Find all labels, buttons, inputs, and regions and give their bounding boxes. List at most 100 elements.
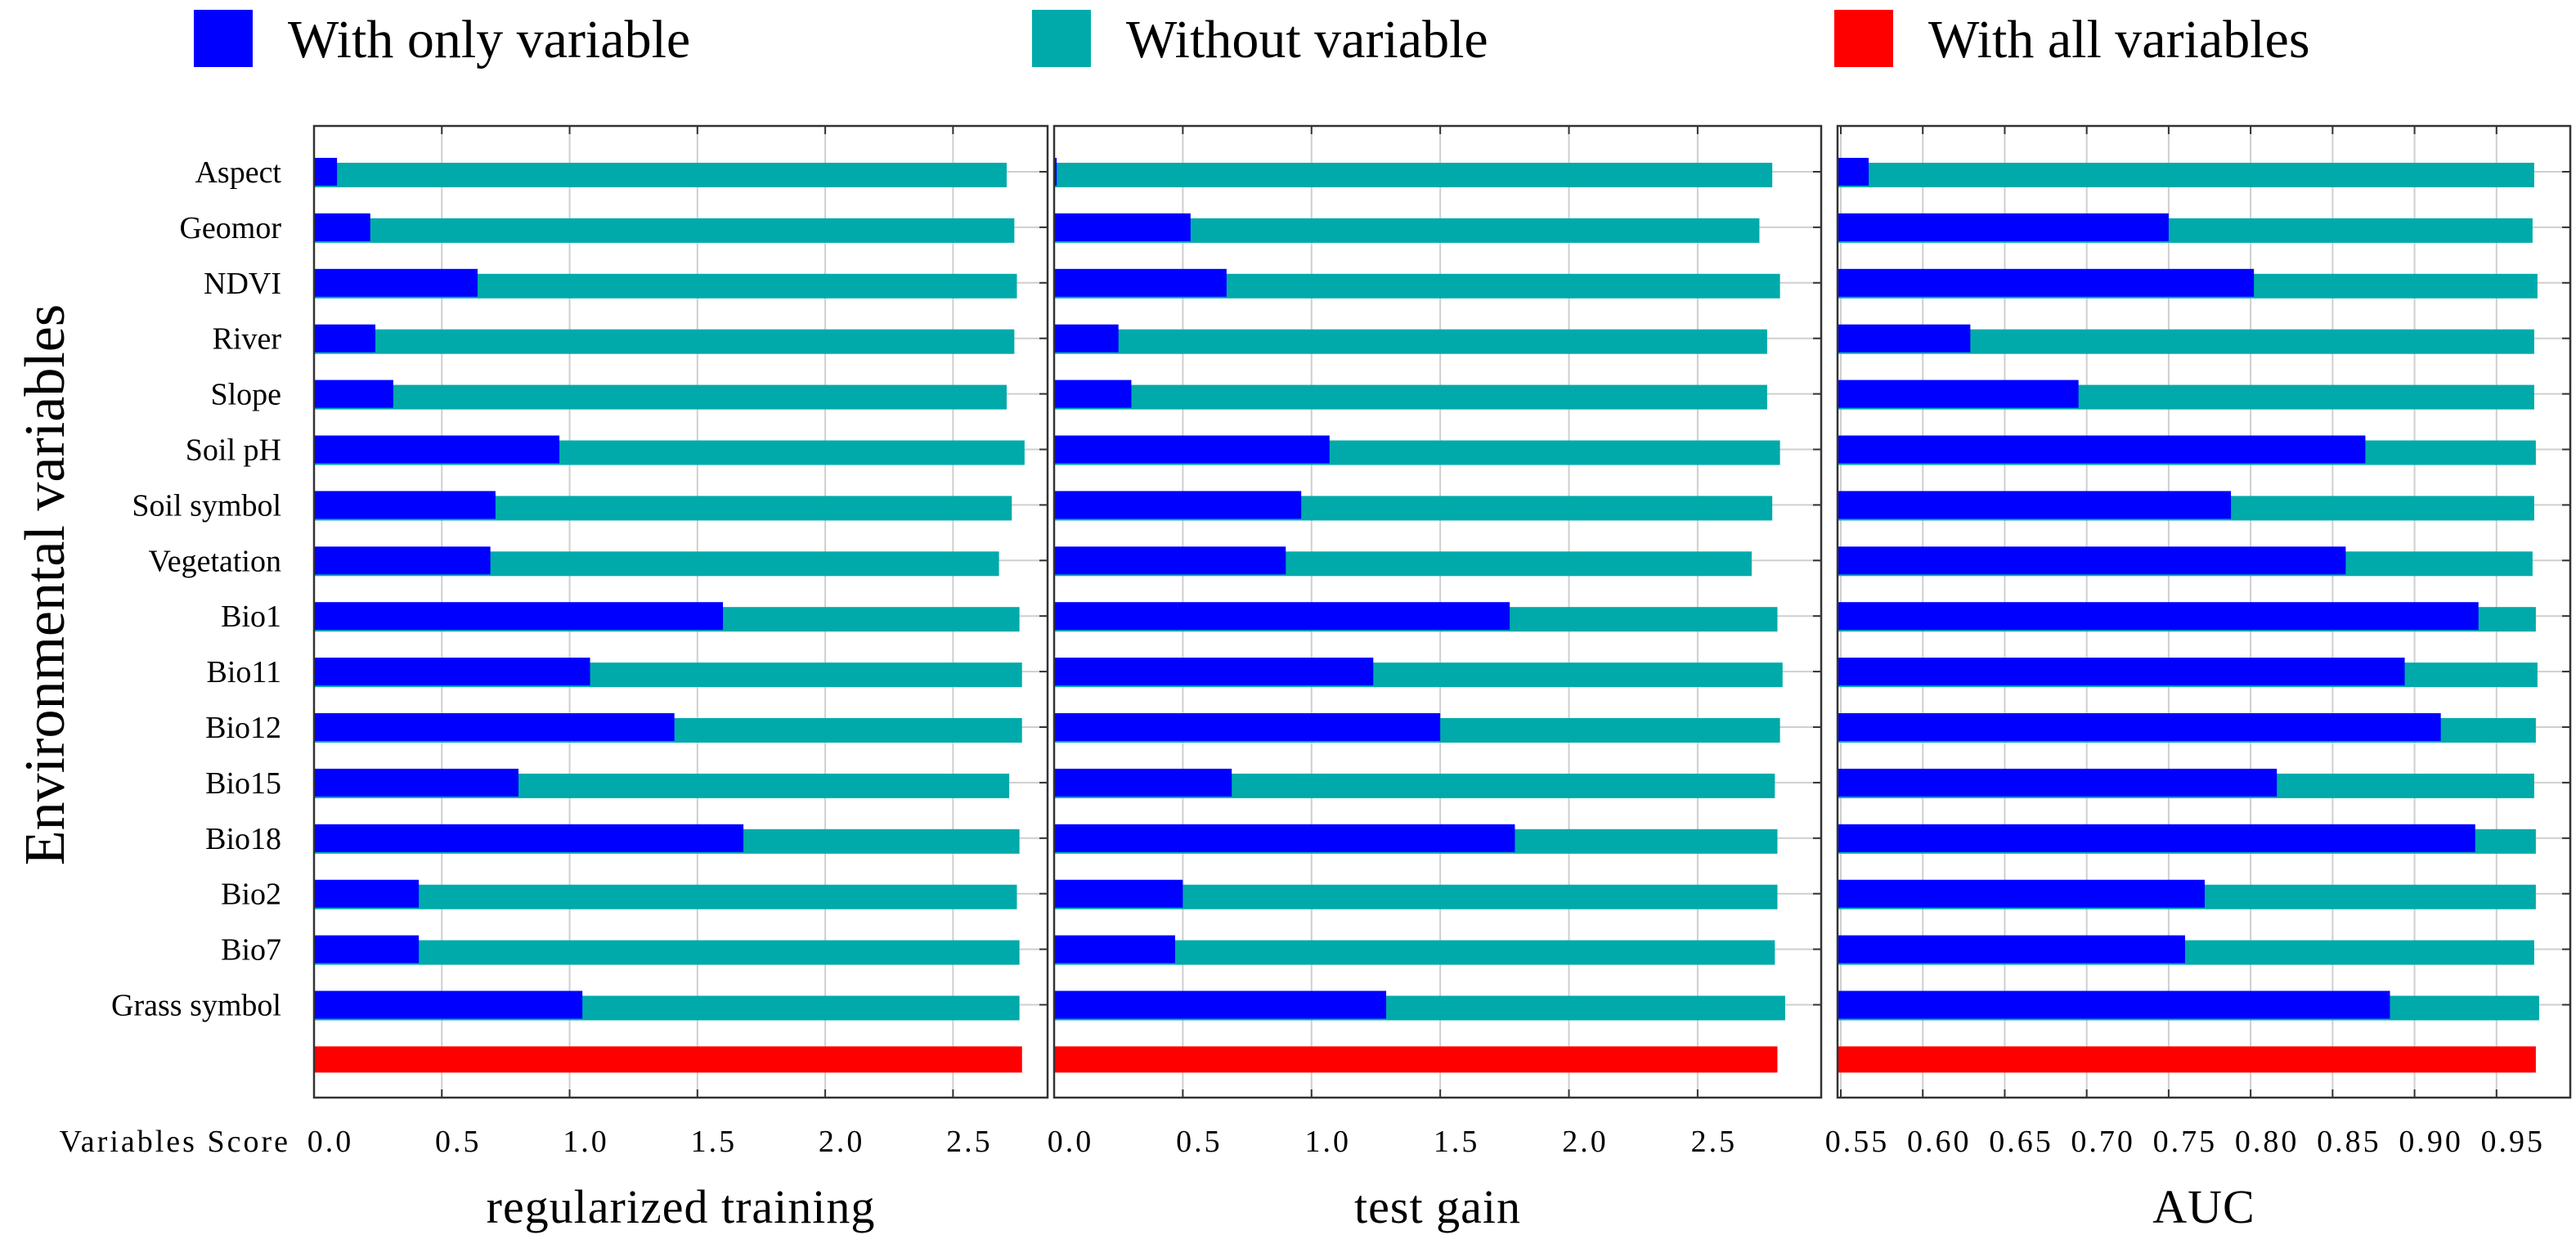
tick-label: 1.5 bbox=[1434, 1125, 1480, 1159]
bar-with-only-variable bbox=[1055, 879, 1183, 908]
variable-label: Bio1 bbox=[221, 600, 281, 634]
legend-swatch-2 bbox=[1834, 10, 1893, 67]
variable-label: River bbox=[213, 322, 282, 357]
bar-with-only-variable bbox=[1838, 491, 2232, 519]
variable-label: Bio11 bbox=[207, 655, 282, 689]
tick-label: 2.0 bbox=[819, 1125, 865, 1159]
legend-label-0: With only variable bbox=[288, 10, 690, 70]
tick-label: 0.75 bbox=[2153, 1125, 2218, 1159]
bar-with-only-variable bbox=[315, 768, 519, 797]
bar-with-only-variable bbox=[1838, 379, 2079, 408]
panel-frame bbox=[312, 124, 1049, 1099]
bar-with-only-variable bbox=[1838, 824, 2475, 852]
bar-with-only-variable bbox=[1838, 435, 2366, 464]
tick-label: 1.5 bbox=[691, 1125, 738, 1159]
bar-with-only-variable bbox=[1838, 213, 2169, 241]
y-axis-title: Environmental variables bbox=[14, 304, 77, 865]
bar-without-variable bbox=[315, 218, 1015, 243]
bar-with-all-variables bbox=[1838, 1046, 2536, 1073]
panel-title: test gain bbox=[1354, 1180, 1521, 1233]
bar-with-only-variable bbox=[1055, 491, 1302, 519]
bar-with-only-variable bbox=[315, 658, 590, 686]
bar-with-only-variable bbox=[1055, 435, 1330, 464]
bar-with-only-variable bbox=[315, 713, 675, 741]
bar-with-only-variable bbox=[1055, 324, 1119, 353]
bar-with-only-variable bbox=[1055, 268, 1227, 297]
bar-with-only-variable bbox=[1055, 379, 1132, 408]
legend: With only variable Without variable With a… bbox=[194, 10, 2310, 70]
bar-with-only-variable bbox=[315, 268, 478, 297]
bar-without-variable bbox=[315, 384, 1007, 410]
bar-with-only-variable bbox=[315, 879, 420, 908]
tick-label: 0.95 bbox=[2481, 1125, 2546, 1159]
bar-with-only-variable bbox=[1055, 990, 1387, 1019]
variable-label: Vegetation bbox=[148, 544, 281, 578]
bar-with-only-variable bbox=[1838, 658, 2405, 686]
x-axis-row-label: Variables Score bbox=[60, 1125, 290, 1159]
bar-with-only-variable bbox=[315, 435, 560, 464]
panel-frame bbox=[1836, 124, 2572, 1099]
panel-0: 0.0 0.5 1.0 1.5 2.0 2.5 regularized training bbox=[307, 124, 1049, 1233]
bar-with-only-variable bbox=[315, 824, 744, 852]
variable-label: Soil pH bbox=[186, 433, 281, 468]
tick-label: 2.0 bbox=[1562, 1125, 1609, 1159]
bar-without-variable bbox=[1055, 329, 1767, 354]
bar-with-only-variable bbox=[315, 213, 370, 241]
bar-with-only-variable bbox=[315, 324, 376, 353]
tick-label: 1.0 bbox=[1305, 1125, 1352, 1159]
variable-label: Grass symbol bbox=[111, 989, 281, 1023]
variable-label: NDVI bbox=[204, 267, 281, 301]
tick-label: 0.5 bbox=[1176, 1125, 1223, 1159]
legend-label-1: Without variable bbox=[1126, 10, 1488, 70]
legend-label-2: With all variables bbox=[1928, 10, 2310, 70]
tick-label: 1.0 bbox=[563, 1125, 609, 1159]
bar-with-all-variables bbox=[1055, 1046, 1778, 1073]
tick-label: 0.85 bbox=[2317, 1125, 2381, 1159]
bar-with-only-variable bbox=[1838, 879, 2206, 908]
bar-with-only-variable bbox=[315, 491, 496, 519]
variable-labels: Aspect Geomor NDVI River Slope Soil pH Soil sy… bbox=[111, 155, 281, 1023]
bar-with-only-variable bbox=[1838, 768, 2278, 797]
bar-without-variable bbox=[1838, 163, 2534, 187]
bar-with-only-variable bbox=[1838, 158, 1869, 186]
tick-label: 0.0 bbox=[1048, 1125, 1094, 1159]
bar-with-all-variables bbox=[315, 1046, 1022, 1073]
variable-label: Slope bbox=[210, 378, 281, 412]
bar-with-only-variable bbox=[1838, 935, 2185, 963]
variable-label: Bio2 bbox=[221, 878, 281, 912]
variable-label: Bio18 bbox=[205, 822, 281, 856]
bar-with-only-variable bbox=[1055, 602, 1510, 631]
variable-label: Soil symbol bbox=[132, 488, 281, 523]
panel-title: AUC bbox=[2152, 1180, 2255, 1233]
tick-label: 0.60 bbox=[1907, 1125, 1972, 1159]
bar-with-only-variable bbox=[315, 602, 724, 631]
tick-label: 0.55 bbox=[1825, 1125, 1890, 1159]
bar-with-only-variable bbox=[1055, 768, 1232, 797]
bar-with-only-variable bbox=[315, 935, 420, 963]
legend-swatch-0 bbox=[194, 10, 253, 67]
panel-2: 0.55 0.60 0.65 0.70 0.75 0.80 0.85 0.90 0.95 AUC bbox=[1825, 124, 2572, 1233]
bar-with-only-variable bbox=[1055, 213, 1191, 241]
tick-label: 0.80 bbox=[2235, 1125, 2300, 1159]
variable-label: Bio12 bbox=[205, 711, 281, 745]
legend-swatch-1 bbox=[1032, 10, 1091, 67]
tick-label: 0.0 bbox=[307, 1125, 354, 1159]
tick-label: 0.5 bbox=[435, 1125, 482, 1159]
variable-label: Geomor bbox=[179, 211, 281, 245]
variable-label: Bio15 bbox=[205, 766, 281, 801]
bar-with-only-variable bbox=[1838, 713, 2441, 741]
tick-label: 2.5 bbox=[1691, 1125, 1738, 1159]
bar-with-only-variable bbox=[1055, 158, 1057, 186]
bar-with-only-variable bbox=[1055, 658, 1374, 686]
bar-with-only-variable bbox=[1055, 546, 1286, 575]
bar-without-variable bbox=[315, 884, 1017, 909]
bar-without-variable bbox=[315, 940, 1020, 965]
bar-with-only-variable bbox=[1838, 324, 1971, 353]
bar-with-only-variable bbox=[1838, 602, 2479, 631]
tick-label: 0.90 bbox=[2399, 1125, 2463, 1159]
bar-without-variable bbox=[1055, 384, 1767, 410]
tick-label: 2.5 bbox=[946, 1125, 993, 1159]
variable-label: Aspect bbox=[195, 155, 281, 190]
